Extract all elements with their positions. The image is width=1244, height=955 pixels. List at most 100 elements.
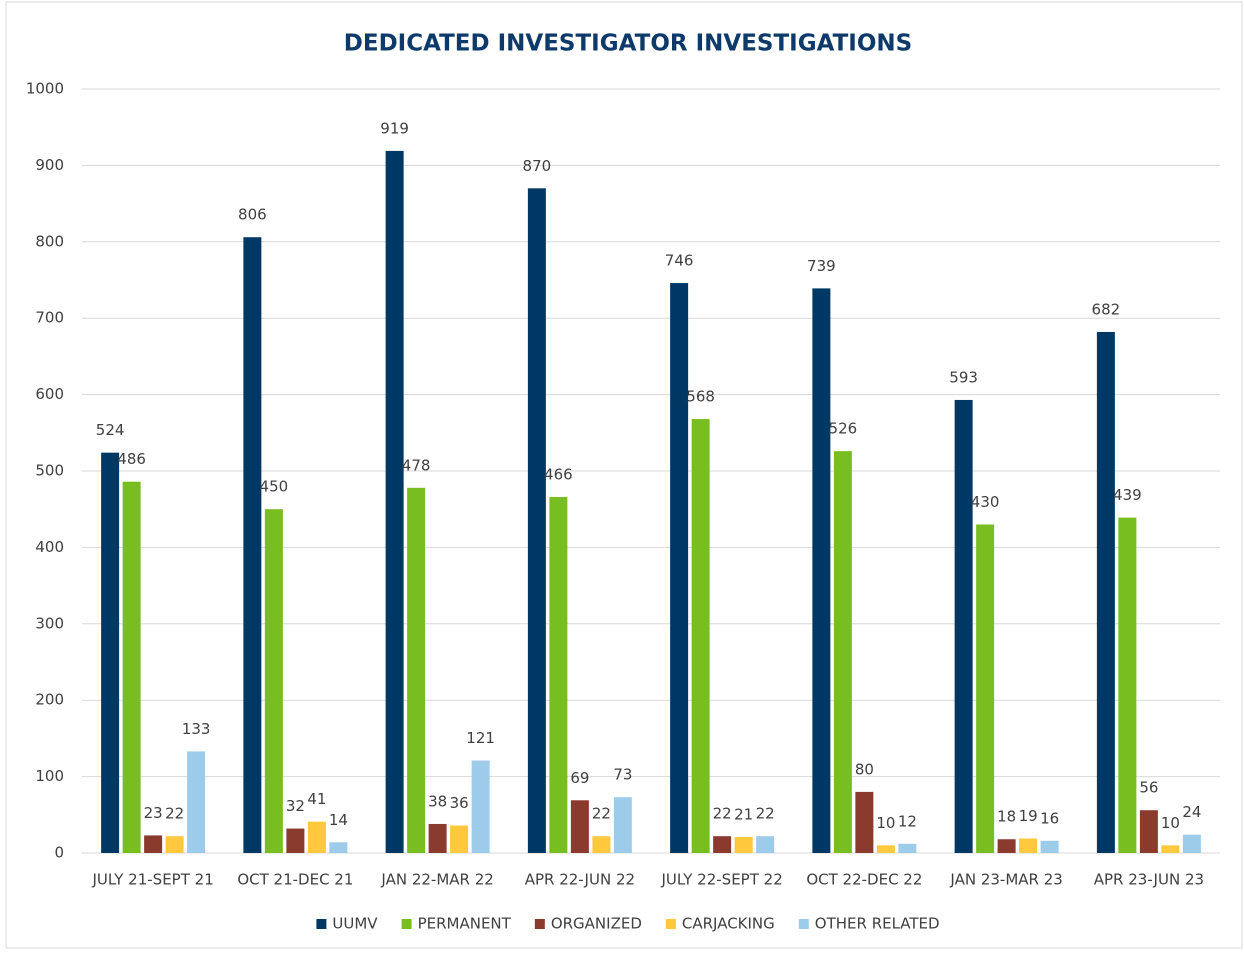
y-tick-label: 500 — [35, 462, 64, 480]
x-tick-label: JAN 22-MAR 22 — [380, 871, 493, 889]
data-label: 746 — [665, 252, 694, 270]
data-label: 739 — [807, 257, 836, 275]
x-tick-label: JULY 21-SEPT 21 — [91, 871, 213, 889]
x-tick-label: JULY 22-SEPT 22 — [660, 871, 782, 889]
data-label: 121 — [466, 729, 495, 747]
bar — [407, 487, 426, 853]
data-label: 32 — [286, 797, 305, 815]
data-label: 919 — [380, 119, 409, 137]
legend-label: UUMV — [332, 915, 378, 933]
legend-swatch — [534, 919, 545, 929]
bar — [833, 451, 852, 853]
legend-label: OTHER RELATED — [815, 915, 940, 933]
legend-swatch — [316, 919, 327, 929]
bar — [264, 509, 283, 853]
data-label: 10 — [1161, 814, 1180, 832]
chart-border — [5, 1, 1243, 949]
bar — [165, 836, 184, 853]
data-label: 526 — [829, 420, 858, 438]
data-label: 73 — [613, 766, 632, 784]
bar — [471, 760, 490, 853]
bar — [756, 836, 775, 853]
bar — [144, 835, 163, 853]
bar — [812, 288, 831, 853]
data-label: 38 — [428, 792, 447, 810]
bar — [122, 481, 141, 853]
y-tick-label: 800 — [35, 232, 64, 250]
data-label: 593 — [949, 368, 978, 386]
bar — [898, 843, 917, 853]
data-label: 24 — [1182, 803, 1201, 821]
data-label: 12 — [898, 812, 917, 830]
legend-label: ORGANIZED — [551, 915, 642, 933]
y-tick-label: 0 — [54, 844, 64, 862]
bar — [450, 825, 469, 853]
bar — [954, 399, 973, 853]
bar — [243, 237, 262, 853]
y-tick-label: 1000 — [26, 80, 64, 98]
data-label: 10 — [876, 814, 895, 832]
data-label: 478 — [402, 456, 431, 474]
data-label: 41 — [307, 790, 326, 808]
bar — [527, 188, 546, 853]
data-label: 22 — [713, 805, 732, 823]
bar — [187, 751, 206, 853]
bar — [855, 791, 874, 853]
legend-swatch — [665, 919, 676, 929]
data-label: 23 — [144, 804, 163, 822]
bar — [734, 836, 753, 853]
data-label: 22 — [165, 805, 184, 823]
y-tick-label: 100 — [35, 767, 64, 785]
bar — [976, 524, 995, 853]
data-label: 80 — [855, 760, 874, 778]
data-label: 524 — [96, 421, 125, 439]
bar — [428, 823, 447, 853]
bar — [1019, 838, 1038, 853]
data-label: 22 — [756, 805, 775, 823]
data-label: 56 — [1139, 779, 1158, 797]
bar — [1118, 517, 1137, 853]
data-label: 16 — [1040, 809, 1059, 827]
y-tick-label: 400 — [35, 538, 64, 556]
data-label: 430 — [971, 493, 1000, 511]
data-label: 133 — [182, 720, 211, 738]
bar — [876, 845, 895, 853]
data-label: 682 — [1092, 300, 1121, 318]
bar — [1139, 810, 1158, 853]
bar — [1096, 331, 1115, 853]
legend-label: PERMANENT — [418, 915, 512, 933]
chart-title: DEDICATED INVESTIGATOR INVESTIGATIONS — [344, 31, 912, 57]
bar — [101, 452, 120, 853]
x-tick-label: OCT 21-DEC 21 — [237, 871, 353, 889]
data-label: 69 — [570, 769, 589, 787]
data-label: 439 — [1113, 486, 1142, 504]
data-label: 19 — [1019, 807, 1038, 825]
y-tick-label: 600 — [35, 385, 64, 403]
y-tick-label: 200 — [35, 691, 64, 709]
data-label: 870 — [523, 157, 552, 175]
bar — [691, 419, 710, 853]
data-label: 36 — [450, 794, 469, 812]
bar — [385, 150, 404, 853]
data-label: 22 — [592, 805, 611, 823]
bar — [1182, 834, 1201, 853]
legend-swatch — [798, 919, 809, 929]
bar — [329, 842, 348, 853]
bar — [670, 283, 689, 853]
y-tick-label: 700 — [35, 309, 64, 327]
x-tick-label: OCT 22-DEC 22 — [806, 871, 922, 889]
y-tick-label: 300 — [35, 614, 64, 632]
data-label: 466 — [544, 465, 573, 483]
bar — [613, 797, 632, 853]
data-label: 14 — [329, 811, 348, 829]
x-tick-label: JAN 23-MAR 23 — [949, 871, 1062, 889]
bar — [570, 800, 589, 853]
legend-label: CARJACKING — [682, 915, 775, 933]
bar — [286, 828, 305, 853]
data-label: 568 — [686, 388, 715, 406]
x-tick-label: APR 22-JUN 22 — [525, 871, 635, 889]
bar — [549, 496, 568, 853]
bar — [1161, 845, 1180, 853]
x-tick-label: APR 23-JUN 23 — [1094, 871, 1204, 889]
